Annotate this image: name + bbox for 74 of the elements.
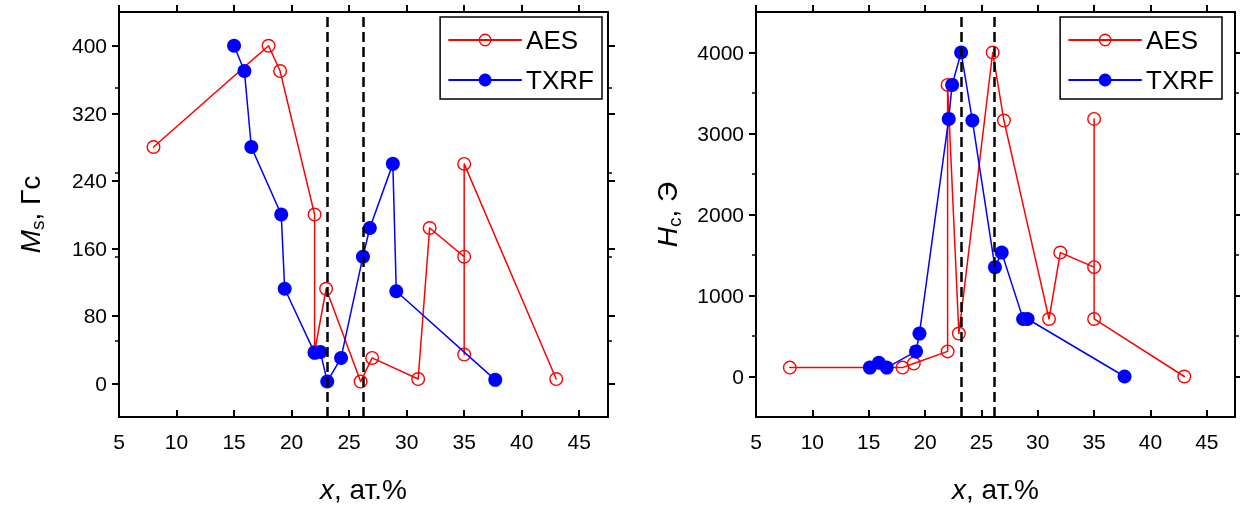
y-tick-label: 160 (71, 236, 107, 260)
point (385, 156, 400, 171)
point (457, 156, 472, 171)
point (1042, 311, 1057, 326)
y-tick-label: 0 (732, 365, 744, 388)
point (273, 64, 288, 79)
point (1117, 369, 1132, 384)
x-tick-label: 45 (1195, 430, 1219, 453)
x-tick-label: 45 (567, 430, 591, 453)
point (488, 372, 503, 387)
x-axis-title: x, ат.% (950, 473, 1039, 505)
point (146, 140, 161, 154)
x-tick-label: 40 (510, 430, 534, 453)
x-tick-label: 35 (452, 430, 476, 453)
point (994, 245, 1009, 260)
point (362, 221, 377, 235)
y-axis-title: Ms, Гс (15, 175, 48, 254)
legend-label: AES (1146, 25, 1199, 55)
point (1087, 111, 1102, 126)
legend-label: AES (526, 25, 579, 55)
y-tick-label: 80 (83, 304, 107, 328)
x-tick-label: 10 (164, 430, 189, 453)
point (945, 77, 960, 92)
point (940, 344, 955, 359)
y-tick-label: 400 (71, 34, 107, 58)
point (244, 140, 259, 154)
point (334, 350, 349, 365)
point (941, 111, 956, 126)
point (389, 284, 404, 299)
x-tick-label: 35 (1082, 430, 1106, 453)
x-tick-label: 40 (1138, 430, 1163, 453)
point (1053, 245, 1068, 260)
point (237, 64, 252, 79)
y-tick-label: 4000 (697, 41, 744, 64)
x-tick-label: 5 (750, 430, 762, 453)
x-tick-label: 30 (394, 430, 419, 453)
x-tick-label: 15 (222, 430, 246, 453)
point (277, 281, 292, 296)
legend-label: TXRF (526, 65, 595, 95)
point (1087, 311, 1102, 326)
point (274, 207, 289, 222)
y-tick-label: 3000 (697, 122, 744, 145)
point (1087, 260, 1102, 275)
point (261, 38, 276, 53)
point (319, 281, 334, 296)
y-tick-label: 1000 (697, 284, 744, 307)
x-tick-label: 10 (800, 430, 825, 453)
point (422, 221, 437, 235)
y-tick-label: 320 (71, 101, 107, 125)
x-tick-label: 15 (857, 430, 881, 453)
y-axis-title: Hc, Э (652, 181, 685, 248)
point (996, 113, 1011, 128)
y-tick-label: 240 (71, 169, 107, 193)
x-tick-label: 25 (337, 430, 361, 453)
point (782, 360, 797, 375)
x-tick-label: 5 (113, 430, 125, 453)
y-tick-label: 0 (95, 371, 107, 395)
x-tick-label: 25 (969, 430, 994, 453)
point (365, 350, 380, 365)
x-tick-label: 20 (279, 430, 304, 453)
point (909, 344, 924, 359)
point (879, 360, 894, 375)
legend-label: TXRF (1146, 65, 1215, 95)
point (549, 372, 564, 387)
x-tick-label: 20 (913, 430, 937, 453)
point (457, 249, 472, 264)
point (1177, 369, 1192, 384)
point (411, 372, 426, 387)
y-tick-label: 2000 (697, 203, 744, 226)
point (912, 326, 927, 341)
point (227, 38, 242, 53)
x-axis-title: x, ат.% (318, 473, 407, 505)
point (965, 113, 980, 128)
x-tick-label: 30 (1026, 430, 1050, 453)
